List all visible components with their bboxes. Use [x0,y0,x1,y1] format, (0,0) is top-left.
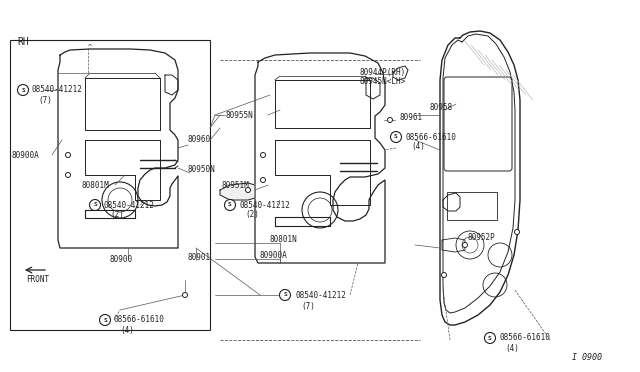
Polygon shape [220,183,255,200]
Text: S: S [228,202,232,208]
Text: 80901: 80901 [188,253,211,263]
Circle shape [17,84,29,96]
Circle shape [463,243,467,247]
Text: RH: RH [17,37,29,47]
Text: 80801M: 80801M [82,180,109,189]
Text: 80952P: 80952P [468,234,496,243]
Text: 80900A: 80900A [12,151,40,160]
Text: S: S [394,135,398,140]
Text: 08540-41212: 08540-41212 [295,291,346,299]
Text: FRONT: FRONT [26,276,49,285]
Text: ^: ^ [88,44,92,50]
Circle shape [225,199,236,211]
Circle shape [484,333,495,343]
Circle shape [442,273,447,278]
Text: S: S [488,336,492,340]
Circle shape [99,314,111,326]
Text: S: S [21,87,25,93]
Circle shape [280,289,291,301]
Circle shape [182,292,188,298]
Circle shape [260,153,266,157]
Text: S: S [93,202,97,208]
Text: 08540-41212: 08540-41212 [239,201,290,209]
Text: S: S [283,292,287,298]
Text: 80958: 80958 [430,103,453,112]
Text: 80961: 80961 [400,113,423,122]
Text: 80951M: 80951M [222,180,250,189]
Text: 80900: 80900 [110,256,133,264]
Text: 80955N: 80955N [225,110,253,119]
Text: 08566-61610: 08566-61610 [405,132,456,141]
Text: (2): (2) [245,211,259,219]
Circle shape [390,131,401,142]
Circle shape [246,187,250,192]
Text: (7): (7) [301,301,315,311]
Circle shape [260,177,266,183]
Text: (4): (4) [411,142,425,151]
Circle shape [387,118,392,122]
Text: 80945N<LH>: 80945N<LH> [360,77,406,87]
Text: (2): (2) [110,211,124,219]
Text: I 0900: I 0900 [572,353,602,362]
Text: 80950N: 80950N [188,166,216,174]
Text: 08540-41212: 08540-41212 [32,86,83,94]
Text: 80801N: 80801N [270,235,298,244]
Text: (4): (4) [120,326,134,334]
Text: 80944P(RH): 80944P(RH) [360,67,406,77]
Text: 08566-61610: 08566-61610 [114,315,165,324]
Text: 80960: 80960 [188,135,211,144]
Circle shape [65,153,70,157]
Text: 80900A: 80900A [260,251,288,260]
Text: 08540-41212: 08540-41212 [104,201,155,209]
Text: S: S [103,317,107,323]
Circle shape [65,173,70,177]
Circle shape [90,199,100,211]
Text: (4): (4) [505,343,519,353]
Text: (7): (7) [38,96,52,105]
Circle shape [515,230,520,234]
Text: 08566-61610: 08566-61610 [499,334,550,343]
